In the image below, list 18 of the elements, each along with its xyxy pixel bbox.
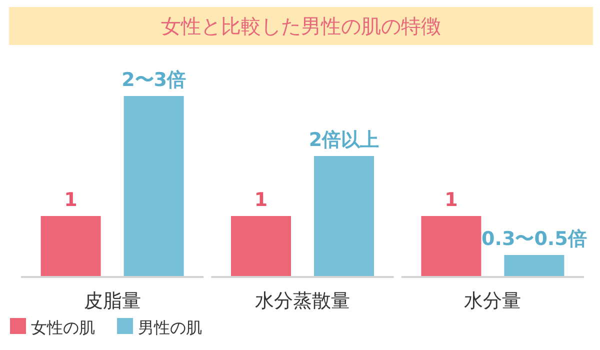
x-tick-label: 皮脂量 bbox=[84, 290, 141, 312]
chart-title: 女性と比較した男性の肌の特徴 bbox=[161, 14, 441, 38]
legend-label: 女性の肌 bbox=[31, 318, 95, 337]
data-label: 2〜3倍 bbox=[122, 69, 186, 91]
x-tick-label: 水分量 bbox=[464, 290, 522, 312]
x-tick-label: 水分蒸散量 bbox=[255, 290, 350, 312]
legend-label: 男性の肌 bbox=[138, 318, 202, 337]
data-label: 2倍以上 bbox=[308, 129, 380, 151]
data-label: 1 bbox=[444, 189, 458, 211]
data-label: 0.3〜0.5倍 bbox=[482, 228, 587, 250]
bar bbox=[314, 156, 374, 276]
bar bbox=[421, 216, 482, 276]
bar bbox=[504, 255, 564, 276]
bar bbox=[124, 96, 184, 276]
bar bbox=[40, 216, 101, 276]
data-label: 1 bbox=[254, 189, 268, 211]
bar bbox=[231, 216, 291, 276]
data-label: 1 bbox=[64, 189, 78, 211]
